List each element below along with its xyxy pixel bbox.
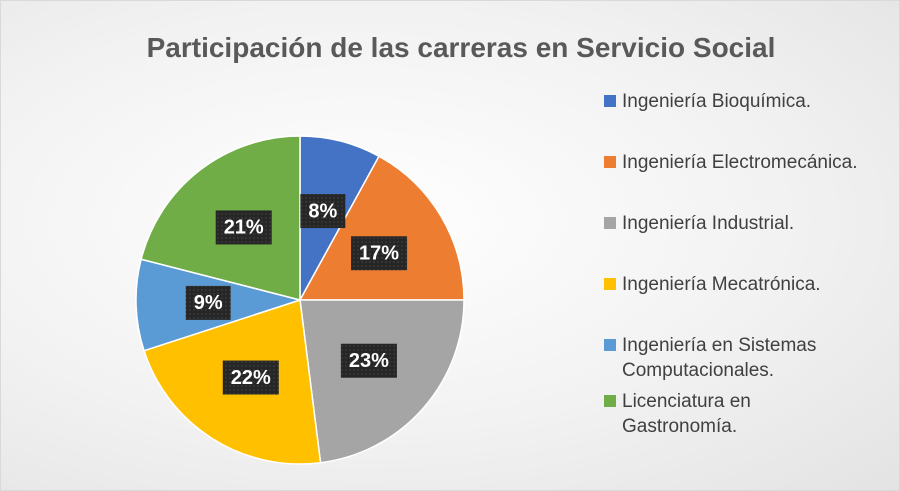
- legend-entry: Ingeniería Bioquímica.: [604, 89, 900, 114]
- data-label: 8%: [300, 194, 346, 229]
- legend-label: Ingeniería Industrial.: [622, 213, 795, 234]
- data-label: 22%: [222, 360, 279, 395]
- data-label-box: [351, 236, 408, 271]
- data-label-text: 8%: [308, 200, 337, 222]
- legend-swatch: [604, 217, 616, 229]
- data-label: 17%: [351, 236, 408, 271]
- data-label-box: [215, 210, 272, 245]
- data-label-text: 17%: [359, 243, 399, 265]
- data-label: 23%: [340, 343, 397, 378]
- legend-label: Ingeniería Bioquímica.: [622, 91, 812, 112]
- legend-label: Ingeniería Electromecánica.: [622, 152, 858, 173]
- legend-label: Licenciatura en Gastronomía.: [622, 391, 751, 437]
- data-label-box: [300, 194, 346, 229]
- data-label-text: 9%: [194, 292, 223, 314]
- legend-entry: Ingeniería Industrial.: [604, 211, 900, 236]
- pie-slice: [299, 299, 465, 464]
- data-label-text: 22%: [231, 367, 271, 389]
- data-label-text: 23%: [349, 350, 389, 372]
- legend-swatch: [604, 156, 616, 168]
- chart-title: Participación de las carreras en Servici…: [146, 32, 776, 63]
- legend-entry: Ingeniería Electromecánica.: [604, 150, 900, 175]
- legend-entry: Ingeniería en Sistemas Computacionales.: [604, 333, 847, 383]
- data-label: 9%: [185, 285, 231, 320]
- legend-label: Ingeniería Mecatrónica.: [622, 274, 821, 295]
- pie-slice: [298, 155, 465, 301]
- data-label-box: [340, 343, 397, 378]
- legend-swatch: [604, 278, 616, 290]
- legend-entry: Licenciatura en Gastronomía.: [604, 389, 847, 439]
- legend-entry: Ingeniería Mecatrónica.: [604, 272, 900, 297]
- data-label-box: [185, 285, 231, 320]
- data-label-box: [222, 360, 279, 395]
- legend-swatch: [604, 95, 616, 107]
- legend: Ingeniería Bioquímica. Ingeniería Electro…: [604, 89, 894, 439]
- data-label-text: 21%: [224, 217, 264, 239]
- data-label: 21%: [215, 210, 272, 245]
- legend-swatch: [604, 395, 616, 407]
- legend-label: Ingeniería en Sistemas Computacionales.: [622, 335, 817, 381]
- legend-swatch: [604, 339, 616, 351]
